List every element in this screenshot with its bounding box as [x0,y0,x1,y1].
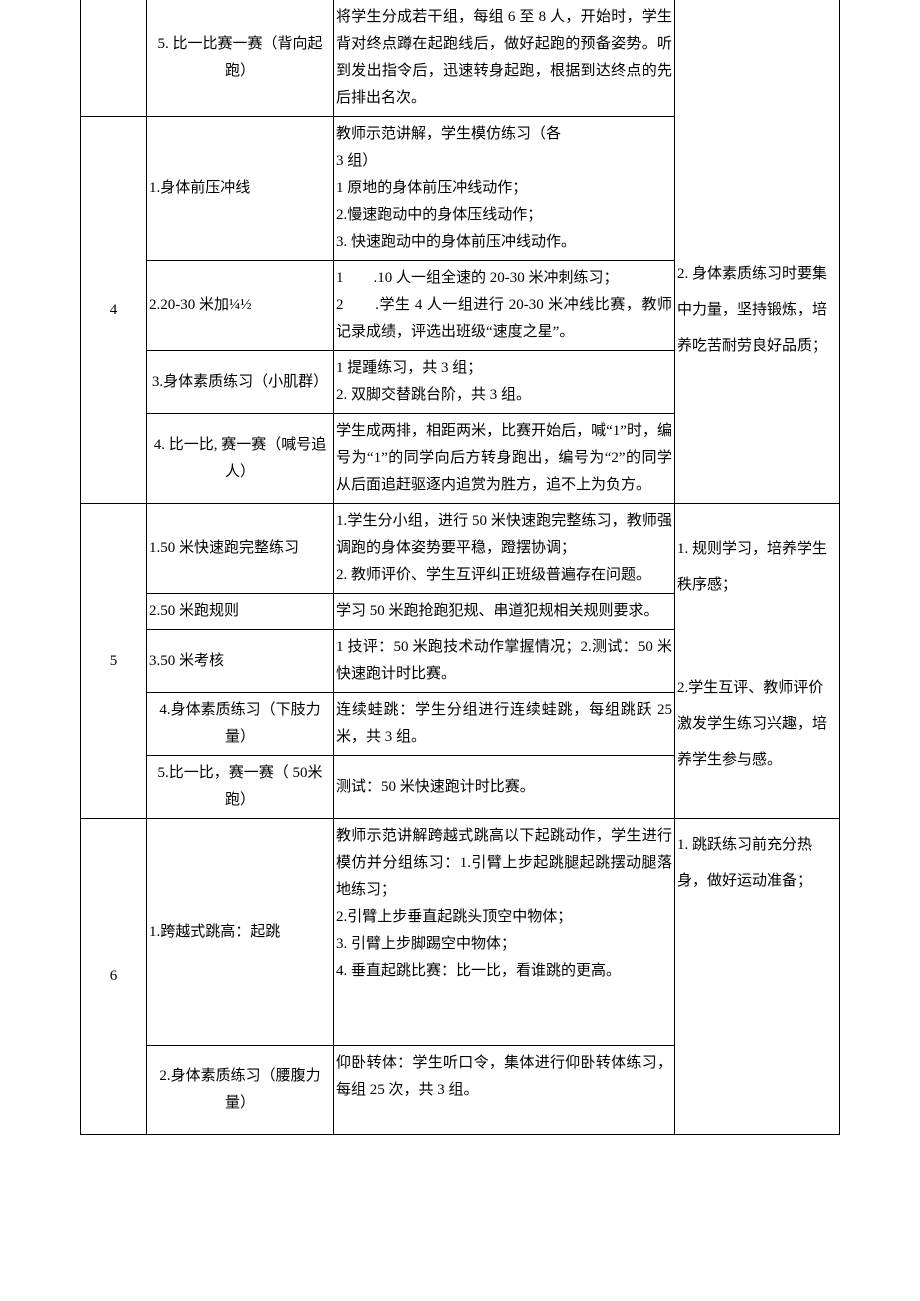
cell-desc-5d: 连续蛙跳：学生分组进行连续蛙跳，每组跳跃 25 米，共 3 组。 [334,693,675,756]
cell-note-5b: 2.学生互评、教师评价激发学生练习兴趣，培养学生参与感。 [675,630,840,819]
cell-desc-6b: 仰卧转体：学生听口令，集体进行仰卧转体练习，每组 25 次，共 3 组。 [334,1046,675,1135]
cell-desc-6a: 教师示范讲解跨越式跳高以下起跳动作，学生进行模仿并分组练习：1.引臂上步起跳腿起… [334,819,675,1046]
cell-activity-5a: 1.50 米快速跑完整练习 [147,504,334,594]
cell-lesson-5: 5 [81,504,147,819]
cell-note-0 [675,0,840,117]
cell-activity-6b: 2.身体素质练习（腰腹力量） [147,1046,334,1135]
cell-desc-4c: 1 提踵练习，共 3 组； 2. 双脚交替跳台阶，共 3 组。 [334,351,675,414]
cell-desc-5e: 测试：50 米快速跑计时比赛。 [334,756,675,819]
cell-lesson-prev [81,0,147,117]
cell-activity-5b: 2.50 米跑规则 [147,594,334,630]
cell-desc-4d: 学生成两排，相距两米，比赛开始后，喊“1”时，编号为“1”的同学向后方转身跑出，… [334,414,675,504]
cell-activity-6a: 1.跨越式跳高：起跳 [147,819,334,1046]
cell-activity-4c: 3.身体素质练习（小肌群） [147,351,334,414]
lesson-plan-table: 5. 比一比赛一赛（背向起跑） 将学生分成若干组，每组 6 至 8 人，开始时，… [80,0,840,1135]
cell-desc-5c: 1 技评：50 米跑技术动作掌握情况；2.测试：50 米快速跑计时比赛。 [334,630,675,693]
cell-desc-5a: 1.学生分小组，进行 50 米快速跑完整练习，教师强调跑的身体姿势要平稳，蹬摆协… [334,504,675,594]
cell-lesson-6: 6 [81,819,147,1135]
cell-desc-0: 将学生分成若干组，每组 6 至 8 人，开始时，学生背对终点蹲在起跑线后，做好起… [334,0,675,117]
cell-activity-4d: 4. 比一比, 赛一赛（喊号追人） [147,414,334,504]
cell-lesson-4: 4 [81,117,147,504]
cell-note-5a: 1. 规则学习，培养学生秩序感； [675,504,840,630]
cell-note-6: 1. 跳跃练习前充分热身，做好运动准备； [675,819,840,1135]
cell-desc-4b: 1 .10 人一组全速的 20-30 米冲刺练习； 2 .学生 4 人一组进行 … [334,261,675,351]
cell-activity-0: 5. 比一比赛一赛（背向起跑） [147,0,334,117]
cell-note-4: 2. 身体素质练习时要集中力量，坚持锻炼，培养吃苦耐劳良好品质； [675,117,840,504]
cell-activity-4b: 2.20-30 米加¼½ [147,261,334,351]
cell-activity-4a: 1.身体前压冲线 [147,117,334,261]
cell-desc-4a: 教师示范讲解，学生模仿练习（各 3 组） 1 原地的身体前压冲线动作； 2.慢速… [334,117,675,261]
cell-activity-5c: 3.50 米考核 [147,630,334,693]
cell-activity-5d: 4.身体素质练习（下肢力量） [147,693,334,756]
cell-desc-5b: 学习 50 米跑抢跑犯规、串道犯规相关规则要求。 [334,594,675,630]
cell-activity-5e: 5.比一比，赛一赛（ 50米跑） [147,756,334,819]
